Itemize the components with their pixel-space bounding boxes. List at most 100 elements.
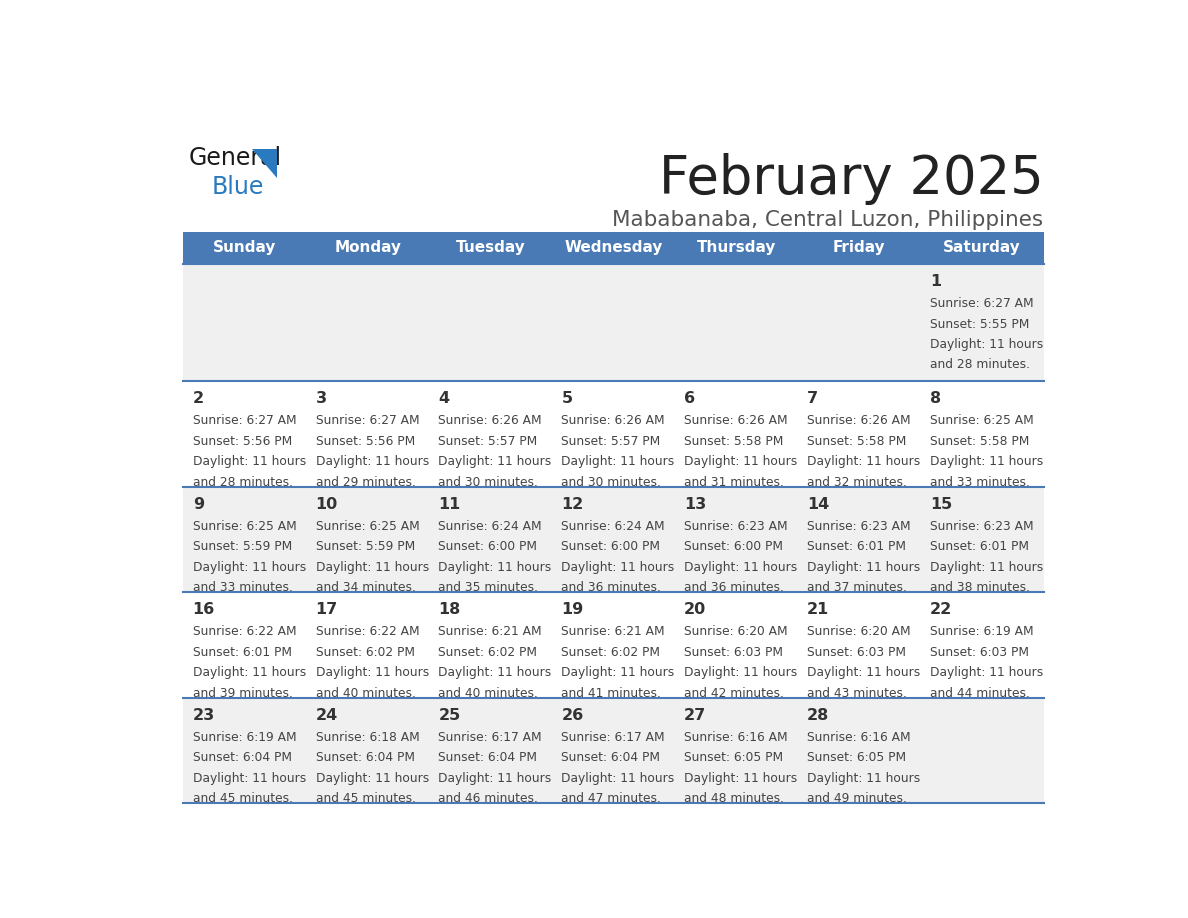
Text: Sunset: 6:03 PM: Sunset: 6:03 PM [684, 645, 783, 659]
Text: 25: 25 [438, 708, 461, 722]
Text: Daylight: 11 hours: Daylight: 11 hours [807, 666, 921, 679]
Text: and 34 minutes.: and 34 minutes. [316, 581, 416, 594]
Text: Daylight: 11 hours: Daylight: 11 hours [438, 666, 551, 679]
Text: and 36 minutes.: and 36 minutes. [684, 581, 784, 594]
Text: and 41 minutes.: and 41 minutes. [562, 687, 662, 700]
Text: Sunset: 6:03 PM: Sunset: 6:03 PM [807, 645, 906, 659]
Text: Sunrise: 6:25 AM: Sunrise: 6:25 AM [930, 414, 1034, 427]
Text: Sunrise: 6:21 AM: Sunrise: 6:21 AM [438, 625, 542, 638]
Text: Sunset: 6:00 PM: Sunset: 6:00 PM [438, 540, 537, 554]
Text: 27: 27 [684, 708, 707, 722]
Text: Sunrise: 6:26 AM: Sunrise: 6:26 AM [807, 414, 911, 427]
Text: Sunday: Sunday [213, 241, 277, 255]
Text: Daylight: 11 hours: Daylight: 11 hours [684, 772, 797, 785]
Text: Sunrise: 6:25 AM: Sunrise: 6:25 AM [316, 520, 419, 532]
Text: Sunrise: 6:20 AM: Sunrise: 6:20 AM [807, 625, 911, 638]
Text: 15: 15 [930, 497, 953, 511]
Text: and 35 minutes.: and 35 minutes. [438, 581, 538, 594]
Text: Daylight: 11 hours: Daylight: 11 hours [807, 772, 921, 785]
Text: Thursday: Thursday [696, 241, 776, 255]
Text: 21: 21 [807, 602, 829, 617]
Text: Daylight: 11 hours: Daylight: 11 hours [562, 666, 675, 679]
Text: Daylight: 11 hours: Daylight: 11 hours [438, 455, 551, 468]
Text: Sunrise: 6:16 AM: Sunrise: 6:16 AM [684, 731, 788, 744]
Text: Daylight: 11 hours: Daylight: 11 hours [316, 455, 429, 468]
Text: Sunset: 6:00 PM: Sunset: 6:00 PM [562, 540, 661, 554]
Text: Sunset: 6:00 PM: Sunset: 6:00 PM [684, 540, 783, 554]
Text: Friday: Friday [833, 241, 885, 255]
Text: Sunrise: 6:22 AM: Sunrise: 6:22 AM [192, 625, 296, 638]
Text: Daylight: 11 hours: Daylight: 11 hours [684, 455, 797, 468]
Text: and 40 minutes.: and 40 minutes. [316, 687, 416, 700]
Text: Sunset: 6:04 PM: Sunset: 6:04 PM [192, 751, 292, 764]
Text: 13: 13 [684, 497, 707, 511]
Text: Sunset: 6:01 PM: Sunset: 6:01 PM [807, 540, 906, 554]
Text: 6: 6 [684, 391, 695, 406]
Text: and 28 minutes.: and 28 minutes. [192, 476, 292, 488]
Text: and 42 minutes.: and 42 minutes. [684, 687, 784, 700]
Text: Mababanaba, Central Luzon, Philippines: Mababanaba, Central Luzon, Philippines [613, 210, 1043, 230]
Text: Sunrise: 6:24 AM: Sunrise: 6:24 AM [438, 520, 542, 532]
Text: Sunrise: 6:24 AM: Sunrise: 6:24 AM [562, 520, 665, 532]
Bar [183, 592, 1043, 698]
Text: Daylight: 11 hours: Daylight: 11 hours [807, 561, 921, 574]
Text: Sunrise: 6:26 AM: Sunrise: 6:26 AM [438, 414, 542, 427]
Text: Sunset: 5:55 PM: Sunset: 5:55 PM [930, 318, 1030, 330]
Text: and 45 minutes.: and 45 minutes. [192, 792, 292, 805]
Text: Sunset: 6:04 PM: Sunset: 6:04 PM [562, 751, 661, 764]
Text: and 49 minutes.: and 49 minutes. [807, 792, 906, 805]
Text: Sunset: 6:01 PM: Sunset: 6:01 PM [930, 540, 1029, 554]
Text: Sunrise: 6:26 AM: Sunrise: 6:26 AM [562, 414, 665, 427]
Text: 18: 18 [438, 602, 461, 617]
Text: Daylight: 11 hours: Daylight: 11 hours [438, 561, 551, 574]
Text: Sunrise: 6:26 AM: Sunrise: 6:26 AM [684, 414, 788, 427]
Text: Sunset: 5:58 PM: Sunset: 5:58 PM [684, 435, 784, 448]
Text: Sunset: 6:02 PM: Sunset: 6:02 PM [562, 645, 661, 659]
Text: and 38 minutes.: and 38 minutes. [930, 581, 1030, 594]
Text: Sunset: 5:57 PM: Sunset: 5:57 PM [562, 435, 661, 448]
Text: and 33 minutes.: and 33 minutes. [930, 476, 1030, 488]
Text: General: General [189, 146, 282, 170]
Text: and 36 minutes.: and 36 minutes. [562, 581, 662, 594]
Text: 9: 9 [192, 497, 204, 511]
Text: and 33 minutes.: and 33 minutes. [192, 581, 292, 594]
Text: 12: 12 [562, 497, 583, 511]
Text: Daylight: 11 hours: Daylight: 11 hours [562, 455, 675, 468]
Text: and 30 minutes.: and 30 minutes. [438, 476, 538, 488]
Text: 22: 22 [930, 602, 953, 617]
Text: Wednesday: Wednesday [564, 241, 663, 255]
Text: 28: 28 [807, 708, 829, 722]
Text: Daylight: 11 hours: Daylight: 11 hours [316, 772, 429, 785]
Text: Sunset: 6:02 PM: Sunset: 6:02 PM [438, 645, 537, 659]
Text: Sunset: 6:05 PM: Sunset: 6:05 PM [684, 751, 783, 764]
Text: Sunrise: 6:23 AM: Sunrise: 6:23 AM [684, 520, 788, 532]
Text: Sunrise: 6:16 AM: Sunrise: 6:16 AM [807, 731, 911, 744]
Text: 23: 23 [192, 708, 215, 722]
Text: Daylight: 11 hours: Daylight: 11 hours [192, 561, 307, 574]
Text: Daylight: 11 hours: Daylight: 11 hours [562, 561, 675, 574]
Text: Sunset: 5:59 PM: Sunset: 5:59 PM [316, 540, 415, 554]
Bar [183, 232, 1043, 264]
Text: Sunrise: 6:20 AM: Sunrise: 6:20 AM [684, 625, 788, 638]
Text: Sunrise: 6:27 AM: Sunrise: 6:27 AM [316, 414, 419, 427]
Text: Daylight: 11 hours: Daylight: 11 hours [930, 338, 1043, 351]
Text: Sunset: 5:56 PM: Sunset: 5:56 PM [192, 435, 292, 448]
Text: Daylight: 11 hours: Daylight: 11 hours [930, 561, 1043, 574]
Text: Sunset: 6:05 PM: Sunset: 6:05 PM [807, 751, 906, 764]
Text: Sunrise: 6:21 AM: Sunrise: 6:21 AM [562, 625, 665, 638]
Text: 7: 7 [807, 391, 819, 406]
Bar [183, 264, 1043, 381]
Text: 26: 26 [562, 708, 583, 722]
Text: Sunset: 6:02 PM: Sunset: 6:02 PM [316, 645, 415, 659]
Text: Daylight: 11 hours: Daylight: 11 hours [930, 666, 1043, 679]
Text: 20: 20 [684, 602, 707, 617]
Bar [183, 381, 1043, 487]
Text: Sunrise: 6:17 AM: Sunrise: 6:17 AM [562, 731, 665, 744]
Text: Blue: Blue [211, 174, 265, 199]
Bar [183, 698, 1043, 803]
Text: and 37 minutes.: and 37 minutes. [807, 581, 906, 594]
Polygon shape [252, 149, 277, 178]
Text: 10: 10 [316, 497, 337, 511]
Text: 1: 1 [930, 274, 941, 289]
Text: Sunrise: 6:27 AM: Sunrise: 6:27 AM [930, 297, 1034, 310]
